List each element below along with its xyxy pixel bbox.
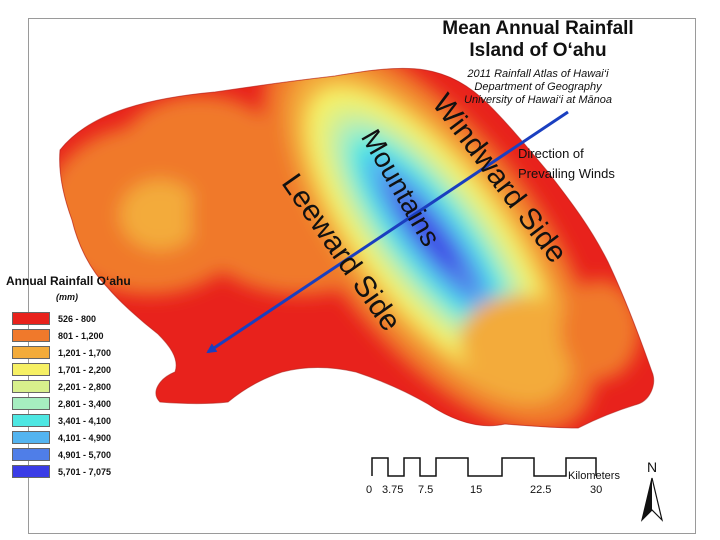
legend-item: 801 - 1,200 — [6, 327, 166, 344]
scale-tick: 22.5 — [530, 484, 552, 496]
map-title-line1: Mean Annual Rainfall — [442, 18, 634, 39]
legend-item: 2,801 - 3,400 — [6, 395, 166, 412]
legend-item: 3,401 - 4,100 — [6, 412, 166, 429]
legend-label: 1,201 - 1,700 — [58, 347, 112, 358]
scale-bar — [371, 457, 597, 477]
source-line3: University of Hawai‘i at Mānoa — [464, 94, 612, 106]
source-line1: 2011 Rainfall Atlas of Hawai‘i — [467, 68, 609, 80]
legend-item: 1,201 - 1,700 — [6, 344, 166, 361]
wind-direction-line2: Prevailing Winds — [518, 166, 615, 181]
legend-item: 4,101 - 4,900 — [6, 429, 166, 446]
legend-label: 5,701 - 7,075 — [58, 466, 112, 477]
legend-unit: (mm) — [56, 292, 78, 302]
wind-direction-label: Direction of Prevailing Winds — [518, 144, 615, 184]
legend-swatch — [12, 414, 50, 427]
legend-label: 4,101 - 4,900 — [58, 432, 112, 443]
scale-tick: 7.5 — [418, 484, 434, 496]
legend-label: 1,701 - 2,200 — [58, 364, 112, 375]
map-title-block: Mean Annual Rainfall Island of O‘ahu 201… — [418, 18, 658, 107]
wind-direction-arrow — [206, 110, 569, 354]
legend-swatch — [12, 346, 50, 359]
legend-swatch — [12, 363, 50, 376]
legend-item: 2,201 - 2,800 — [6, 378, 166, 395]
scale-tick: 15 — [470, 484, 483, 496]
legend-label: 3,401 - 4,100 — [58, 415, 112, 426]
legend-swatch — [12, 448, 50, 461]
map-title-line2: Island of O‘ahu — [469, 40, 607, 61]
legend-swatch — [12, 397, 50, 410]
legend-swatch — [12, 431, 50, 444]
legend-item: 1,701 - 2,200 — [6, 361, 166, 378]
legend-label: 4,901 - 5,700 — [58, 449, 112, 460]
legend-label: 2,801 - 3,400 — [58, 398, 112, 409]
legend-swatch — [12, 380, 50, 393]
rainfall-legend: Annual Rainfall O‘ahu (mm) 526 - 800 801 … — [6, 274, 166, 480]
legend-label: 801 - 1,200 — [58, 330, 104, 341]
source-line2: Department of Geography — [474, 81, 602, 93]
wind-direction-line1: Direction of — [518, 146, 584, 161]
scale-tick: 30 — [590, 484, 603, 496]
legend-title: Annual Rainfall O‘ahu — [6, 274, 131, 288]
north-arrow-icon: N — [640, 459, 664, 522]
legend-swatch — [12, 465, 50, 478]
scale-tick: 3.75 — [382, 484, 404, 496]
legend-label: 526 - 800 — [58, 313, 97, 324]
legend-item: 4,901 - 5,700 — [6, 446, 166, 463]
legend-swatch — [12, 312, 50, 325]
scale-tick: 0 — [366, 484, 373, 496]
legend-item: 5,701 - 7,075 — [6, 463, 166, 480]
legend-item: 526 - 800 — [6, 310, 166, 327]
scale-title: Kilometers — [568, 470, 620, 482]
legend-label: 2,201 - 2,800 — [58, 381, 112, 392]
legend-swatch — [12, 329, 50, 342]
north-label: N — [647, 459, 657, 475]
